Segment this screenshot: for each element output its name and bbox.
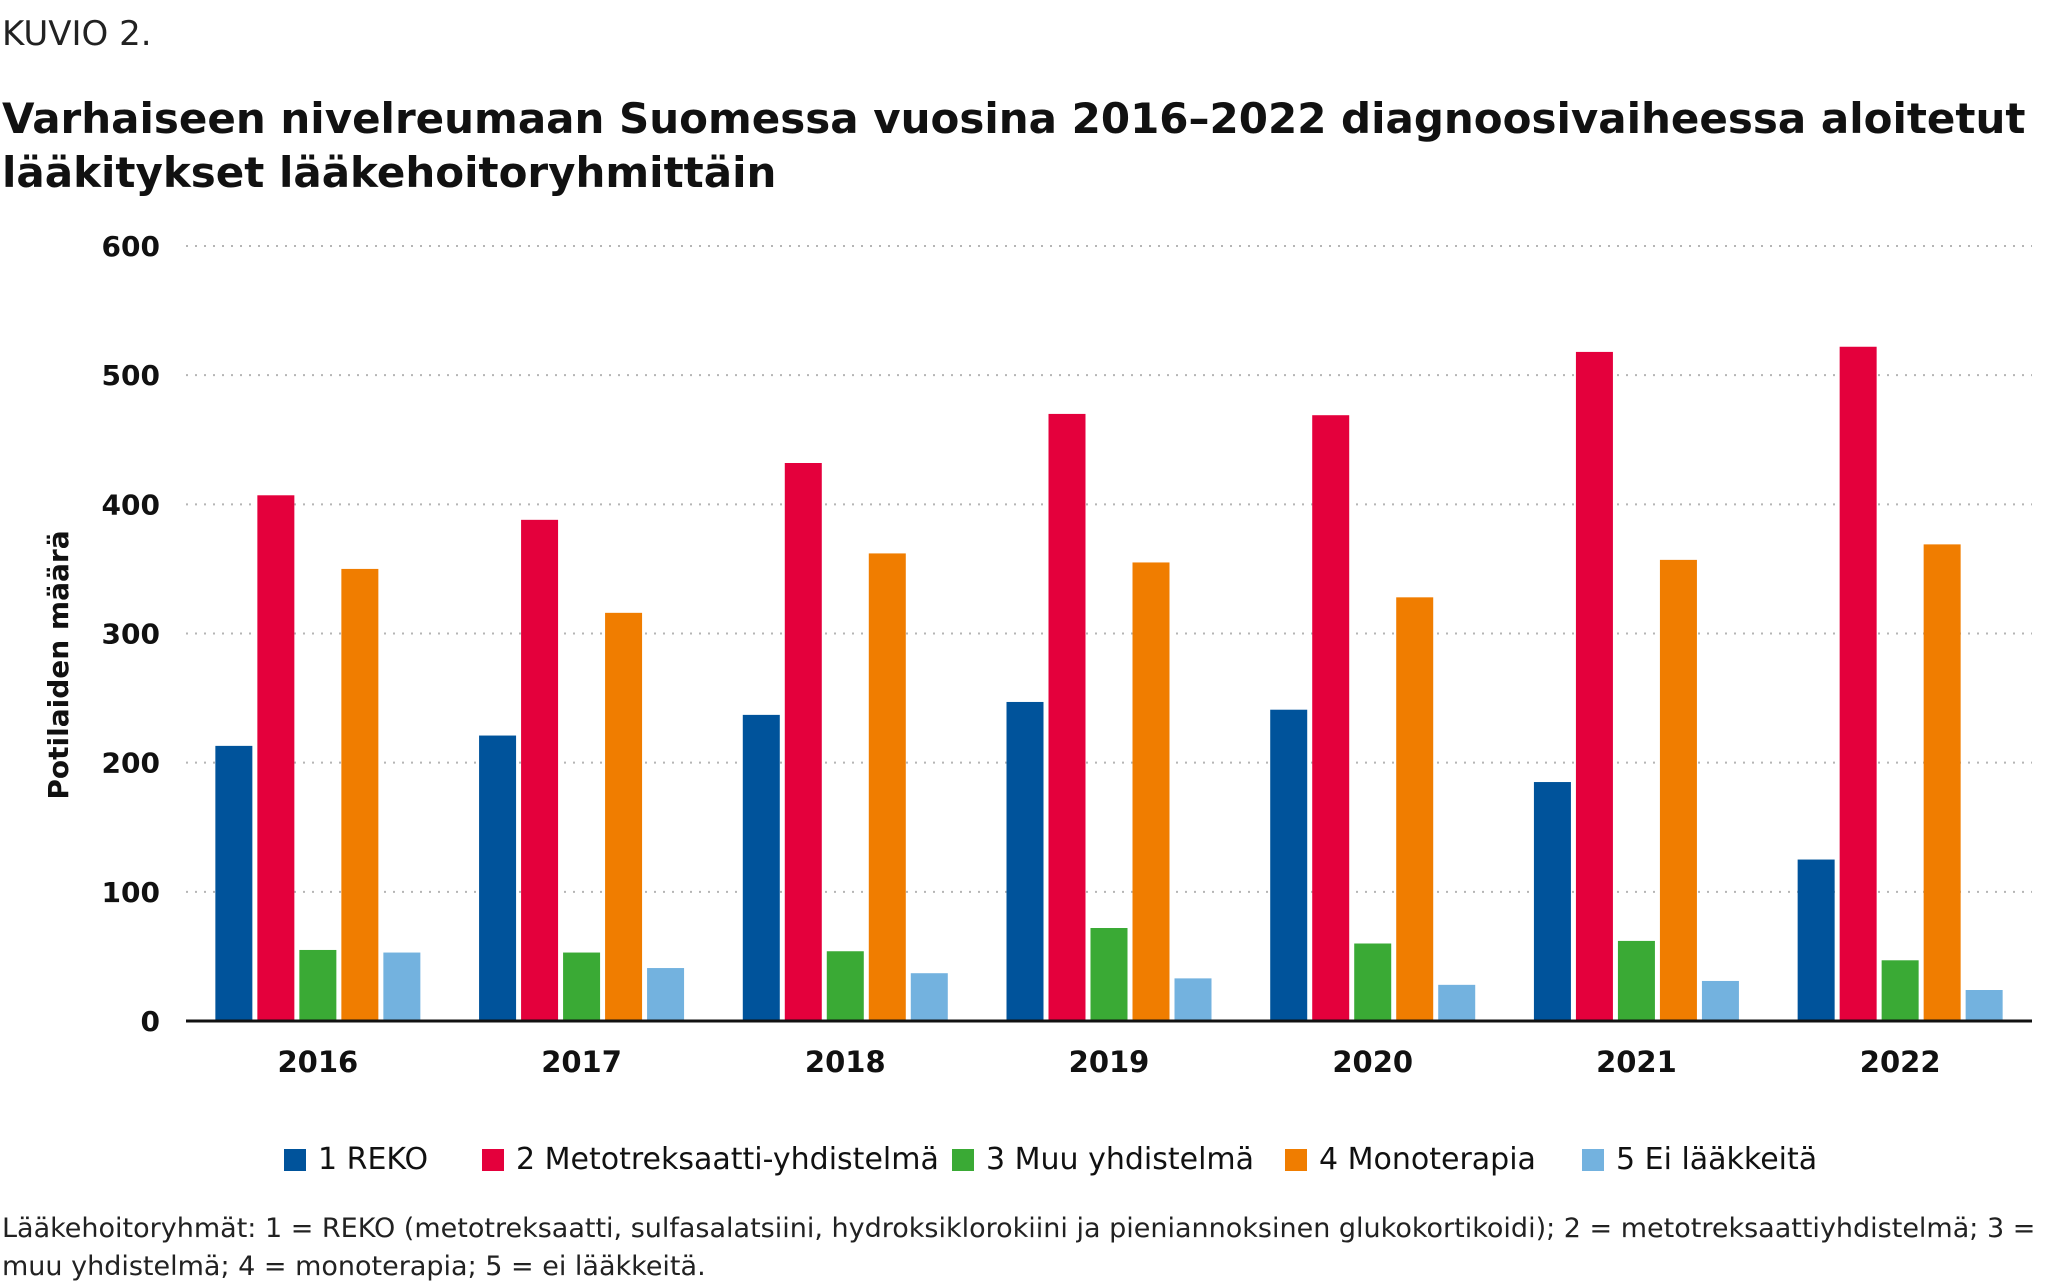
- bar: [479, 735, 517, 1021]
- gridlines: [186, 245, 2032, 893]
- bar: [1701, 980, 1739, 1021]
- y-tick-label: 400: [102, 488, 160, 521]
- legend-item: 3 Muu yhdistelmä: [952, 1142, 1254, 1177]
- y-tick-label: 100: [102, 876, 160, 909]
- bar: [1533, 782, 1571, 1021]
- y-tick-label: 200: [102, 747, 160, 780]
- legend-swatch: [1285, 1148, 1307, 1171]
- x-tick-label: 2017: [541, 1045, 622, 1079]
- figure-label: KUVIO 2.: [2, 14, 152, 54]
- bar: [1617, 940, 1655, 1021]
- bar: [1438, 984, 1476, 1021]
- x-tick-label: 2016: [277, 1045, 358, 1079]
- bar: [1881, 960, 1919, 1021]
- bar: [1396, 597, 1434, 1021]
- footnote: Lääkehoitoryhmät: 1 = REKO (metotreksaat…: [2, 1213, 2036, 1282]
- legend-label: 4 Monoterapia: [1319, 1142, 1536, 1177]
- bar: [1048, 413, 1086, 1022]
- bar: [215, 745, 253, 1021]
- legend-swatch: [952, 1148, 974, 1171]
- legend-swatch: [1582, 1148, 1604, 1171]
- x-tick-label: 2020: [1332, 1045, 1413, 1079]
- bar: [868, 553, 906, 1021]
- bars: [215, 346, 2003, 1022]
- bar: [563, 952, 601, 1021]
- bar: [1354, 943, 1392, 1021]
- legend: 1 REKO 2 Metotreksaatti-yhdistelmä 3 Muu y…: [0, 1142, 2048, 1188]
- bar: [742, 714, 780, 1021]
- x-tick-label: 2022: [1860, 1045, 1941, 1079]
- legend-label: 2 Metotreksaatti-yhdistelmä: [516, 1142, 939, 1177]
- bar: [1132, 562, 1170, 1021]
- bar: [1965, 990, 2003, 1021]
- y-axis-ticks: 0 100 200 300 400 500 600: [102, 230, 160, 1038]
- bar: [299, 949, 337, 1021]
- bar: [1090, 928, 1128, 1021]
- bar: [784, 463, 822, 1021]
- bar: [1659, 559, 1697, 1021]
- bar: [1575, 351, 1613, 1022]
- bar: [647, 968, 685, 1021]
- y-axis-label: Potilaiden määrä: [42, 530, 75, 799]
- bar: [383, 952, 421, 1021]
- bar: [1839, 346, 1877, 1021]
- legend-label: 1 REKO: [318, 1142, 429, 1177]
- x-tick-label: 2018: [805, 1045, 886, 1079]
- bar: [1270, 709, 1308, 1021]
- y-tick-label: 0: [141, 1005, 160, 1038]
- legend-item: 2 Metotreksaatti-yhdistelmä: [482, 1142, 939, 1177]
- legend-item: 1 REKO: [284, 1142, 428, 1177]
- bar: [257, 495, 295, 1022]
- bar-chart: 0 100 200 300 400 500 600 2016 2017 2018 2019 2020…: [42, 230, 2032, 1079]
- legend-item: 5 Ei lääkkeitä: [1582, 1142, 1817, 1177]
- legend-item: 4 Monoterapia: [1285, 1142, 1536, 1177]
- x-axis-ticks: 2016 2017 2018 2019 2020 2021 2022: [277, 1045, 1940, 1079]
- x-tick-label: 2021: [1596, 1045, 1677, 1079]
- y-tick-label: 500: [102, 359, 160, 392]
- chart-title: Varhaiseen nivelreumaan Suomessa vuosina…: [2, 94, 2026, 197]
- bar: [1797, 859, 1835, 1021]
- bar: [826, 951, 864, 1021]
- legend-swatch: [284, 1148, 306, 1171]
- bar: [1174, 978, 1212, 1021]
- bar: [1006, 701, 1044, 1021]
- legend-swatch: [482, 1148, 504, 1171]
- x-tick-label: 2019: [1069, 1045, 1150, 1079]
- y-tick-label: 600: [102, 230, 160, 263]
- bar: [1312, 415, 1350, 1021]
- bar: [605, 612, 643, 1021]
- bar: [341, 568, 379, 1021]
- y-tick-label: 300: [102, 618, 160, 651]
- bar: [1923, 544, 1961, 1021]
- bar: [521, 519, 559, 1021]
- legend-label: 5 Ei lääkkeitä: [1616, 1142, 1818, 1177]
- bar: [910, 973, 948, 1021]
- legend-label: 3 Muu yhdistelmä: [986, 1142, 1255, 1177]
